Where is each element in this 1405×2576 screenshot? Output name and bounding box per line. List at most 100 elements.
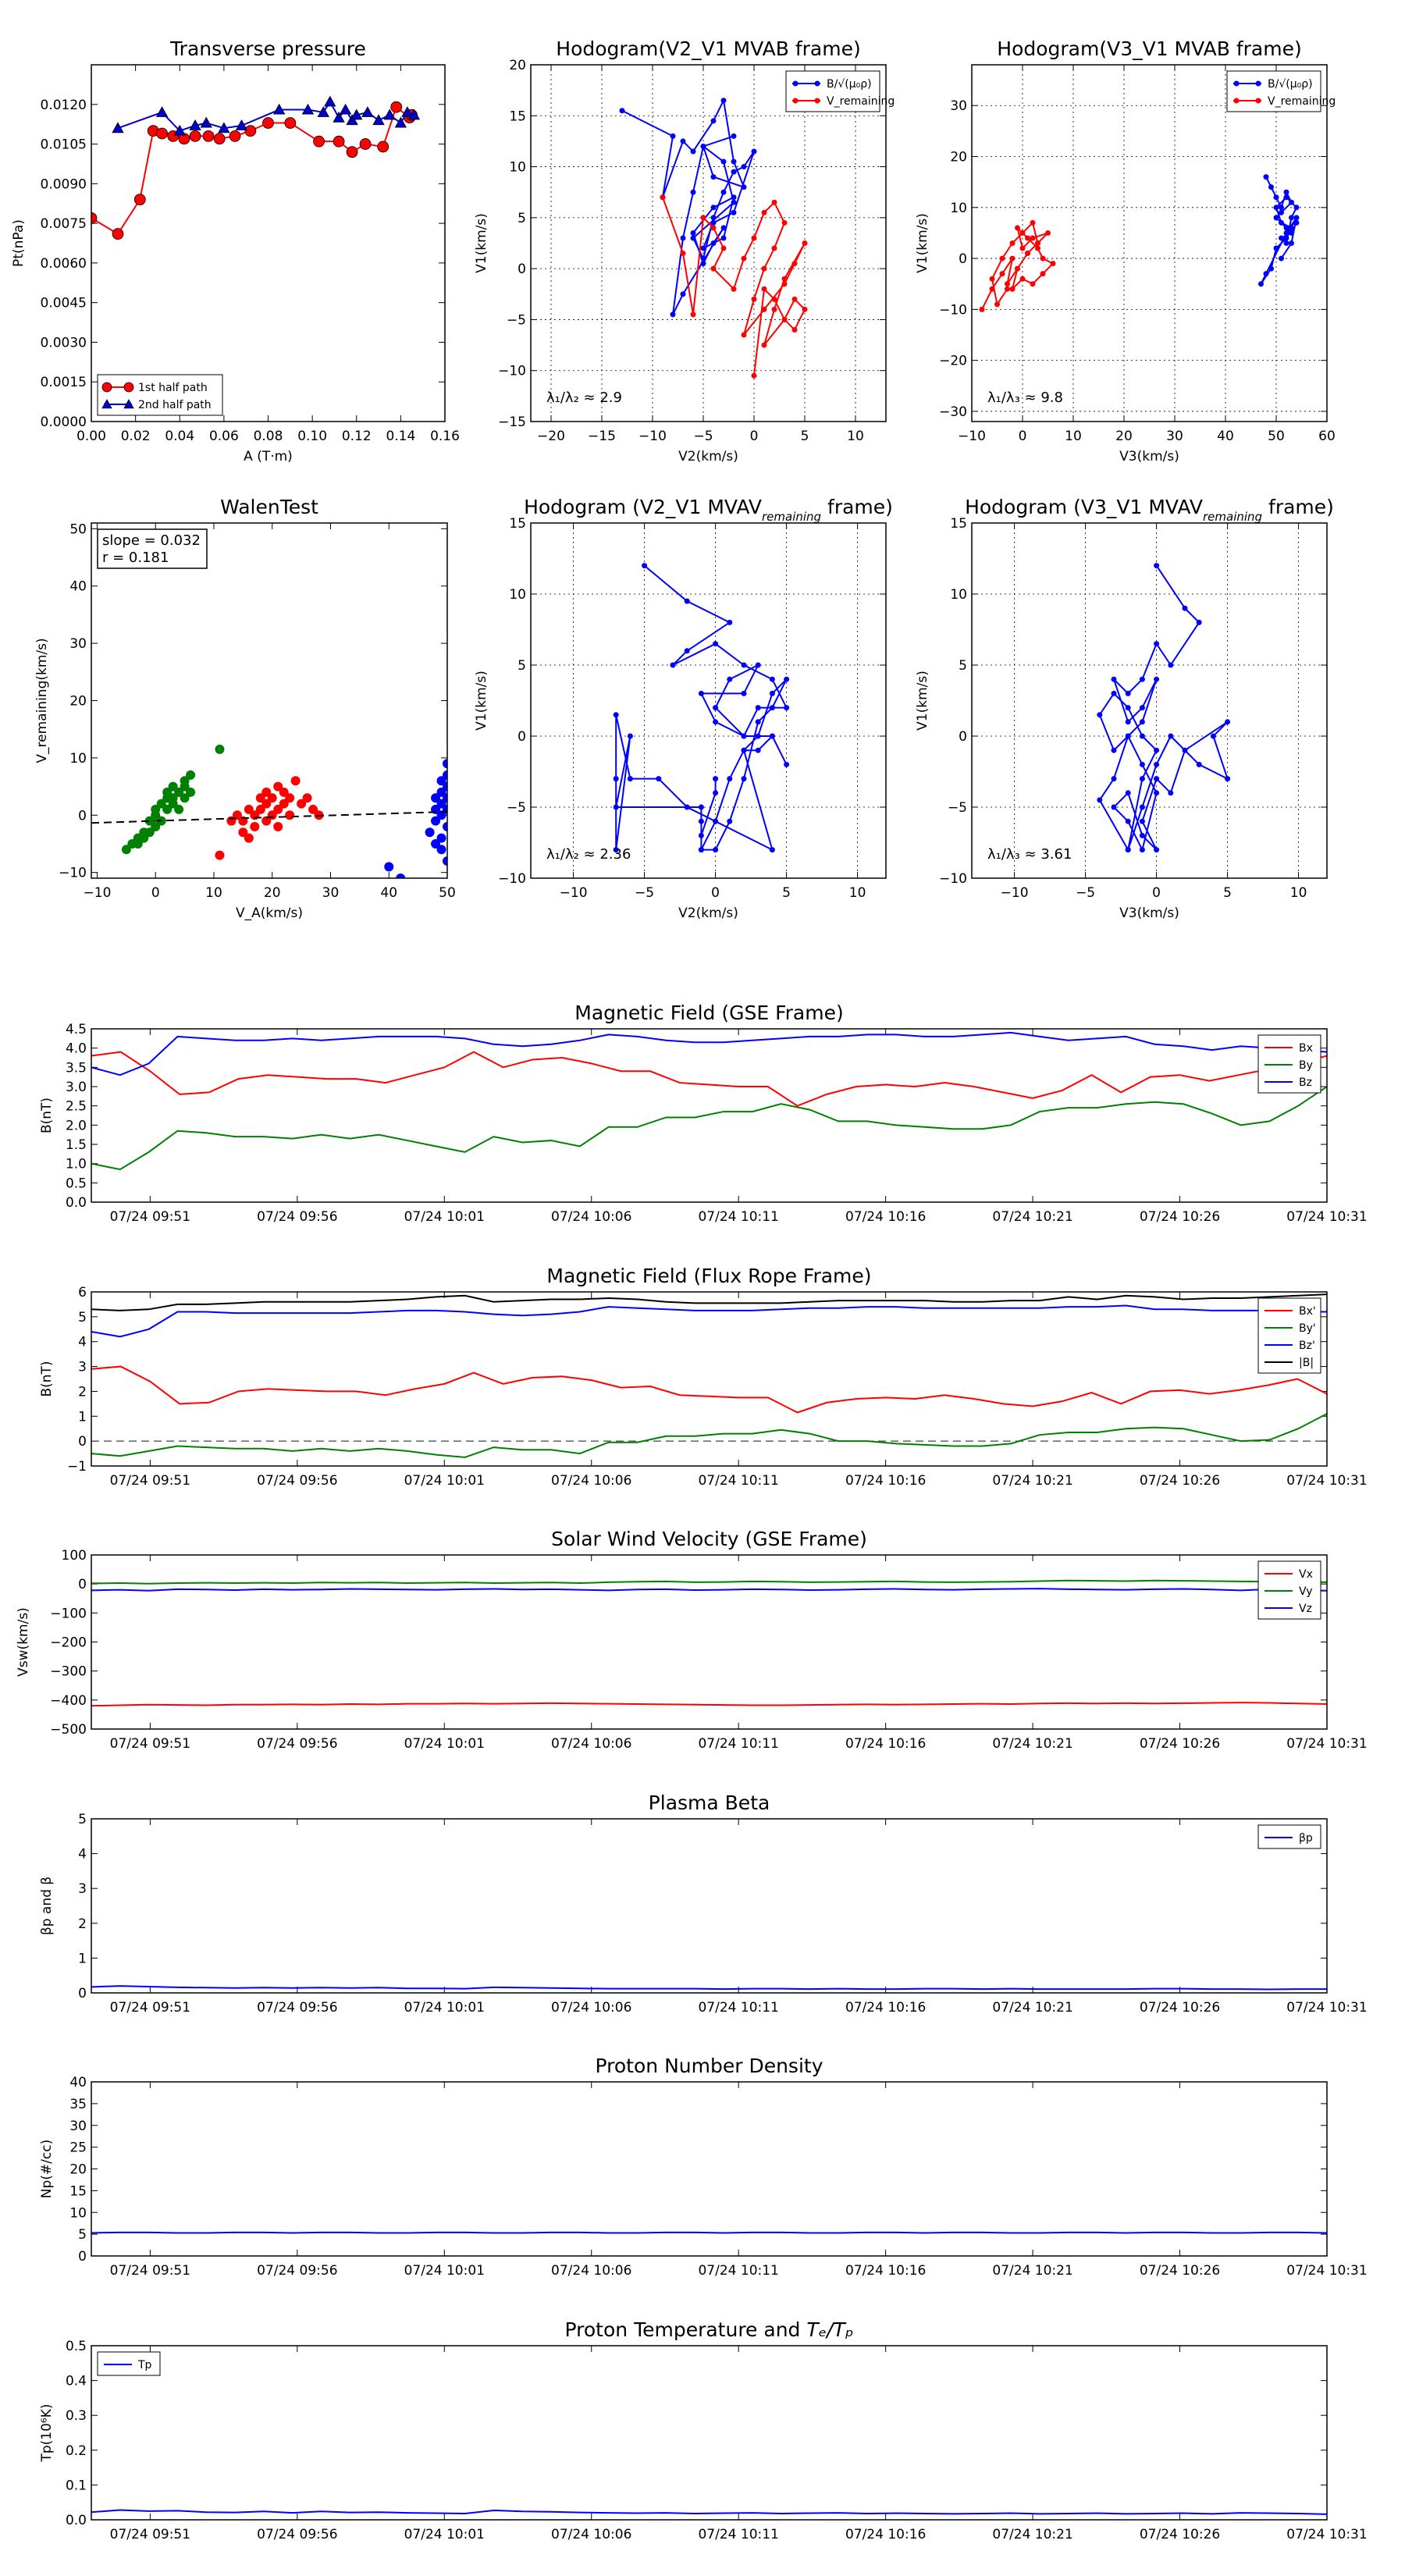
hodogram-v3-v1-mvav-series-0-point	[1154, 790, 1160, 796]
transverse-pressure-series-0-point	[156, 127, 169, 140]
hodogram-v3-v1-mvab-series-0-point	[1268, 184, 1274, 190]
hodogram-v2-v1-mvav-series-0-point	[769, 690, 775, 696]
hodogram-v2-v1-mvab-series-0-point	[710, 240, 717, 246]
hodogram-v2-v1-mvav-series-0-point	[713, 776, 719, 782]
hodogram-v2-v1-mvab-series-1-point	[761, 286, 767, 292]
transverse-pressure-series-0-point	[133, 194, 146, 206]
hodogram-v3-v1-mvab-series-0-point	[1273, 215, 1279, 221]
hodogram-v2-v1-mvav-series-0-point	[741, 747, 747, 753]
hodogram-v2-v1-mvav-series-0-point	[727, 776, 733, 782]
hodogram-v2-v1-mvab-series-1-point	[751, 372, 757, 379]
hodogram-v3-v1-mvab-series-0-point	[1279, 219, 1284, 226]
hodogram-v2-v1-mvav-series-0-point	[698, 832, 704, 838]
plasma-beta-xtick-label: 07/24 10:01	[404, 2000, 485, 2016]
hodogram-v3-v1-mvab-ytick-label: 20	[950, 150, 967, 165]
solar-wind-velocity-xtick-label: 07/24 10:01	[404, 1736, 485, 1752]
walen-test-xtick-label: 10	[205, 885, 222, 901]
magnetic-field-flux-rope-ytick-label: 4	[78, 1335, 87, 1350]
hodogram-v3-v1-mvab-series-0-point	[1273, 194, 1279, 201]
hodogram-v3-v1-mvav-series-0-point	[1168, 790, 1174, 796]
hodogram-v2-v1-mvav-series-0-point	[613, 847, 619, 853]
hodogram-v2-v1-mvab-ytick-label: 20	[509, 58, 526, 73]
hodogram-v3-v1-mvav-ytick-label: −5	[948, 800, 967, 816]
hodogram-v3-v1-mvav-series-0-point	[1225, 719, 1231, 725]
transverse-pressure-xlabel: A (T·m)	[244, 449, 293, 464]
transverse-pressure-ytick-label: 0.0105	[41, 137, 87, 153]
proton-temperature-xtick-label: 07/24 10:31	[1286, 2527, 1367, 2542]
hodogram-v2-v1-mvav-series-0-point	[684, 648, 690, 654]
hodogram-v2-v1-mvab-frame	[530, 64, 887, 422]
proton-density-ytick-label: 25	[69, 2140, 87, 2156]
proton-temperature-xtick-label: 07/24 10:01	[404, 2527, 485, 2542]
magnetic-field-gse-xtick-label: 07/24 10:31	[1286, 1209, 1367, 1225]
hodogram-v2-v1-mvab-series-1-point	[802, 306, 808, 312]
walen-test-group-1-point	[273, 821, 283, 831]
walen-test-fit-line	[91, 810, 447, 824]
proton-density-ytick-label: 10	[69, 2205, 87, 2221]
walen-test-title: WalenTest	[220, 496, 318, 518]
magnetic-field-gse-xtick-label: 07/24 10:01	[404, 1209, 485, 1225]
hodogram-v2-v1-mvab-ytick-label: 0	[518, 262, 526, 277]
magnetic-field-gse-legend-label: Bx	[1299, 1042, 1313, 1055]
magnetic-field-flux-rope-ytick-label: −1	[67, 1459, 87, 1475]
hodogram-v2-v1-mvab-series-0-point	[690, 229, 696, 236]
hodogram-v2-v1-mvab-series-1-point	[761, 265, 767, 272]
plasma-beta-ytick-label: 1	[78, 1951, 87, 1966]
walen-test-group-0-point	[180, 793, 190, 803]
hodogram-v3-v1-mvav-plot-area	[1097, 563, 1231, 853]
plasma-beta-xtick-label: 07/24 09:51	[110, 2000, 190, 2016]
hodogram-v2-v1-mvav-series-0-point	[755, 705, 761, 711]
hodogram-v3-v1-mvav-xtick-label: −5	[1076, 885, 1095, 901]
hodogram-v2-v1-mvav-ytick-label: −10	[498, 871, 526, 887]
walen-test-group-2-point	[436, 799, 446, 809]
hodogram-v3-v1-mvab-legend-label: B/√(μ₀ρ)	[1268, 78, 1313, 91]
hodogram-v3-v1-mvab-series-0-point	[1289, 229, 1294, 236]
hodogram-v3-v1-mvab-xtick-label: 20	[1115, 429, 1133, 444]
transverse-pressure-plot-area	[91, 95, 421, 240]
hodogram-v3-v1-mvav-title-sub: remaining	[1203, 510, 1262, 524]
walen-test-group-1-point	[279, 799, 289, 809]
hodogram-v3-v1-mvab-legend-marker	[1233, 98, 1240, 104]
hodogram-v3-v1-mvav-series-0-point	[1139, 676, 1145, 682]
magnetic-field-flux-rope-legend-label: By'	[1299, 1322, 1316, 1335]
magnetic-field-flux-rope-xtick-label: 07/24 09:51	[110, 1473, 190, 1489]
hodogram-v3-v1-mvab-legend-box	[1226, 70, 1321, 112]
walen-test-group-0-point	[121, 845, 131, 855]
hodogram-v3-v1-mvab-legend-marker	[1255, 98, 1261, 104]
proton-density-ylabel: Np(#/cc)	[39, 2140, 55, 2198]
hodogram-v2-v1-mvab: Hodogram(V2_V1 MVAB frame) −20 −15 −10 −5 0 5 1…	[474, 37, 895, 464]
hodogram-v2-v1-mvav-ytick-label: 5	[518, 658, 526, 674]
hodogram-v2-v1-mvab-legend-label: B/√(μ₀ρ)	[827, 78, 872, 91]
solar-wind-velocity-legend: Vx Vy Vz	[1257, 1560, 1321, 1620]
hodogram-v3-v1-mvab-series-1-point	[1015, 225, 1020, 231]
hodogram-v2-v1-mvav-series-0-point	[670, 662, 676, 668]
walen-test-group-2-point	[443, 759, 447, 769]
hodogram-v3-v1-mvab-xtick-label: 40	[1217, 429, 1234, 444]
hodogram-v3-v1-mvav-series-0-point	[1154, 676, 1160, 682]
transverse-pressure-xtick-label: 0.02	[121, 429, 151, 444]
transverse-pressure-series-1-point	[200, 116, 212, 128]
hodogram-v2-v1-mvab-series-1-point	[802, 240, 808, 246]
walen-test-group-2-point	[436, 833, 446, 843]
plasma-beta-xtick-label: 07/24 10:21	[992, 2000, 1072, 2016]
magnetic-field-flux-rope-ytick-label: 0	[78, 1434, 87, 1450]
hodogram-v2-v1-mvab-series-1-point	[781, 316, 788, 322]
hodogram-v2-v1-mvav-xtick-label: 0	[711, 885, 720, 901]
hodogram-v3-v1-mvav-title-end: frame)	[1262, 496, 1334, 518]
hodogram-v2-v1-mvab-series-1-point	[751, 235, 757, 241]
magnetic-field-flux-rope-ytick-label: 5	[78, 1310, 87, 1325]
hodogram-v2-v1-mvab-series-0-point	[690, 189, 696, 195]
hodogram-v2-v1-mvav-series-0-point	[769, 733, 775, 739]
proton-temperature-ytick-label: 0.1	[66, 2478, 87, 2493]
proton-temperature-xtick-label: 07/24 09:51	[110, 2527, 190, 2542]
transverse-pressure-ytick-label: 0.0015	[41, 375, 87, 390]
hodogram-v3-v1-mvav-series-0-point	[1168, 733, 1174, 739]
walen-test-group-1-point	[232, 810, 242, 820]
magnetic-field-gse-xtick-label: 07/24 10:11	[698, 1209, 778, 1225]
hodogram-v2-v1-mvab-plot-area	[619, 98, 808, 379]
magnetic-field-gse-legend-label: By	[1299, 1059, 1313, 1072]
hodogram-v2-v1-mvav-series-0-point	[627, 733, 633, 739]
magnetic-field-gse-ytick-label: 0.5	[66, 1176, 87, 1191]
hodogram-v2-v1-mvav-series-0-point	[698, 804, 704, 810]
hodogram-v3-v1-mvav-series-0-point	[1182, 747, 1188, 753]
